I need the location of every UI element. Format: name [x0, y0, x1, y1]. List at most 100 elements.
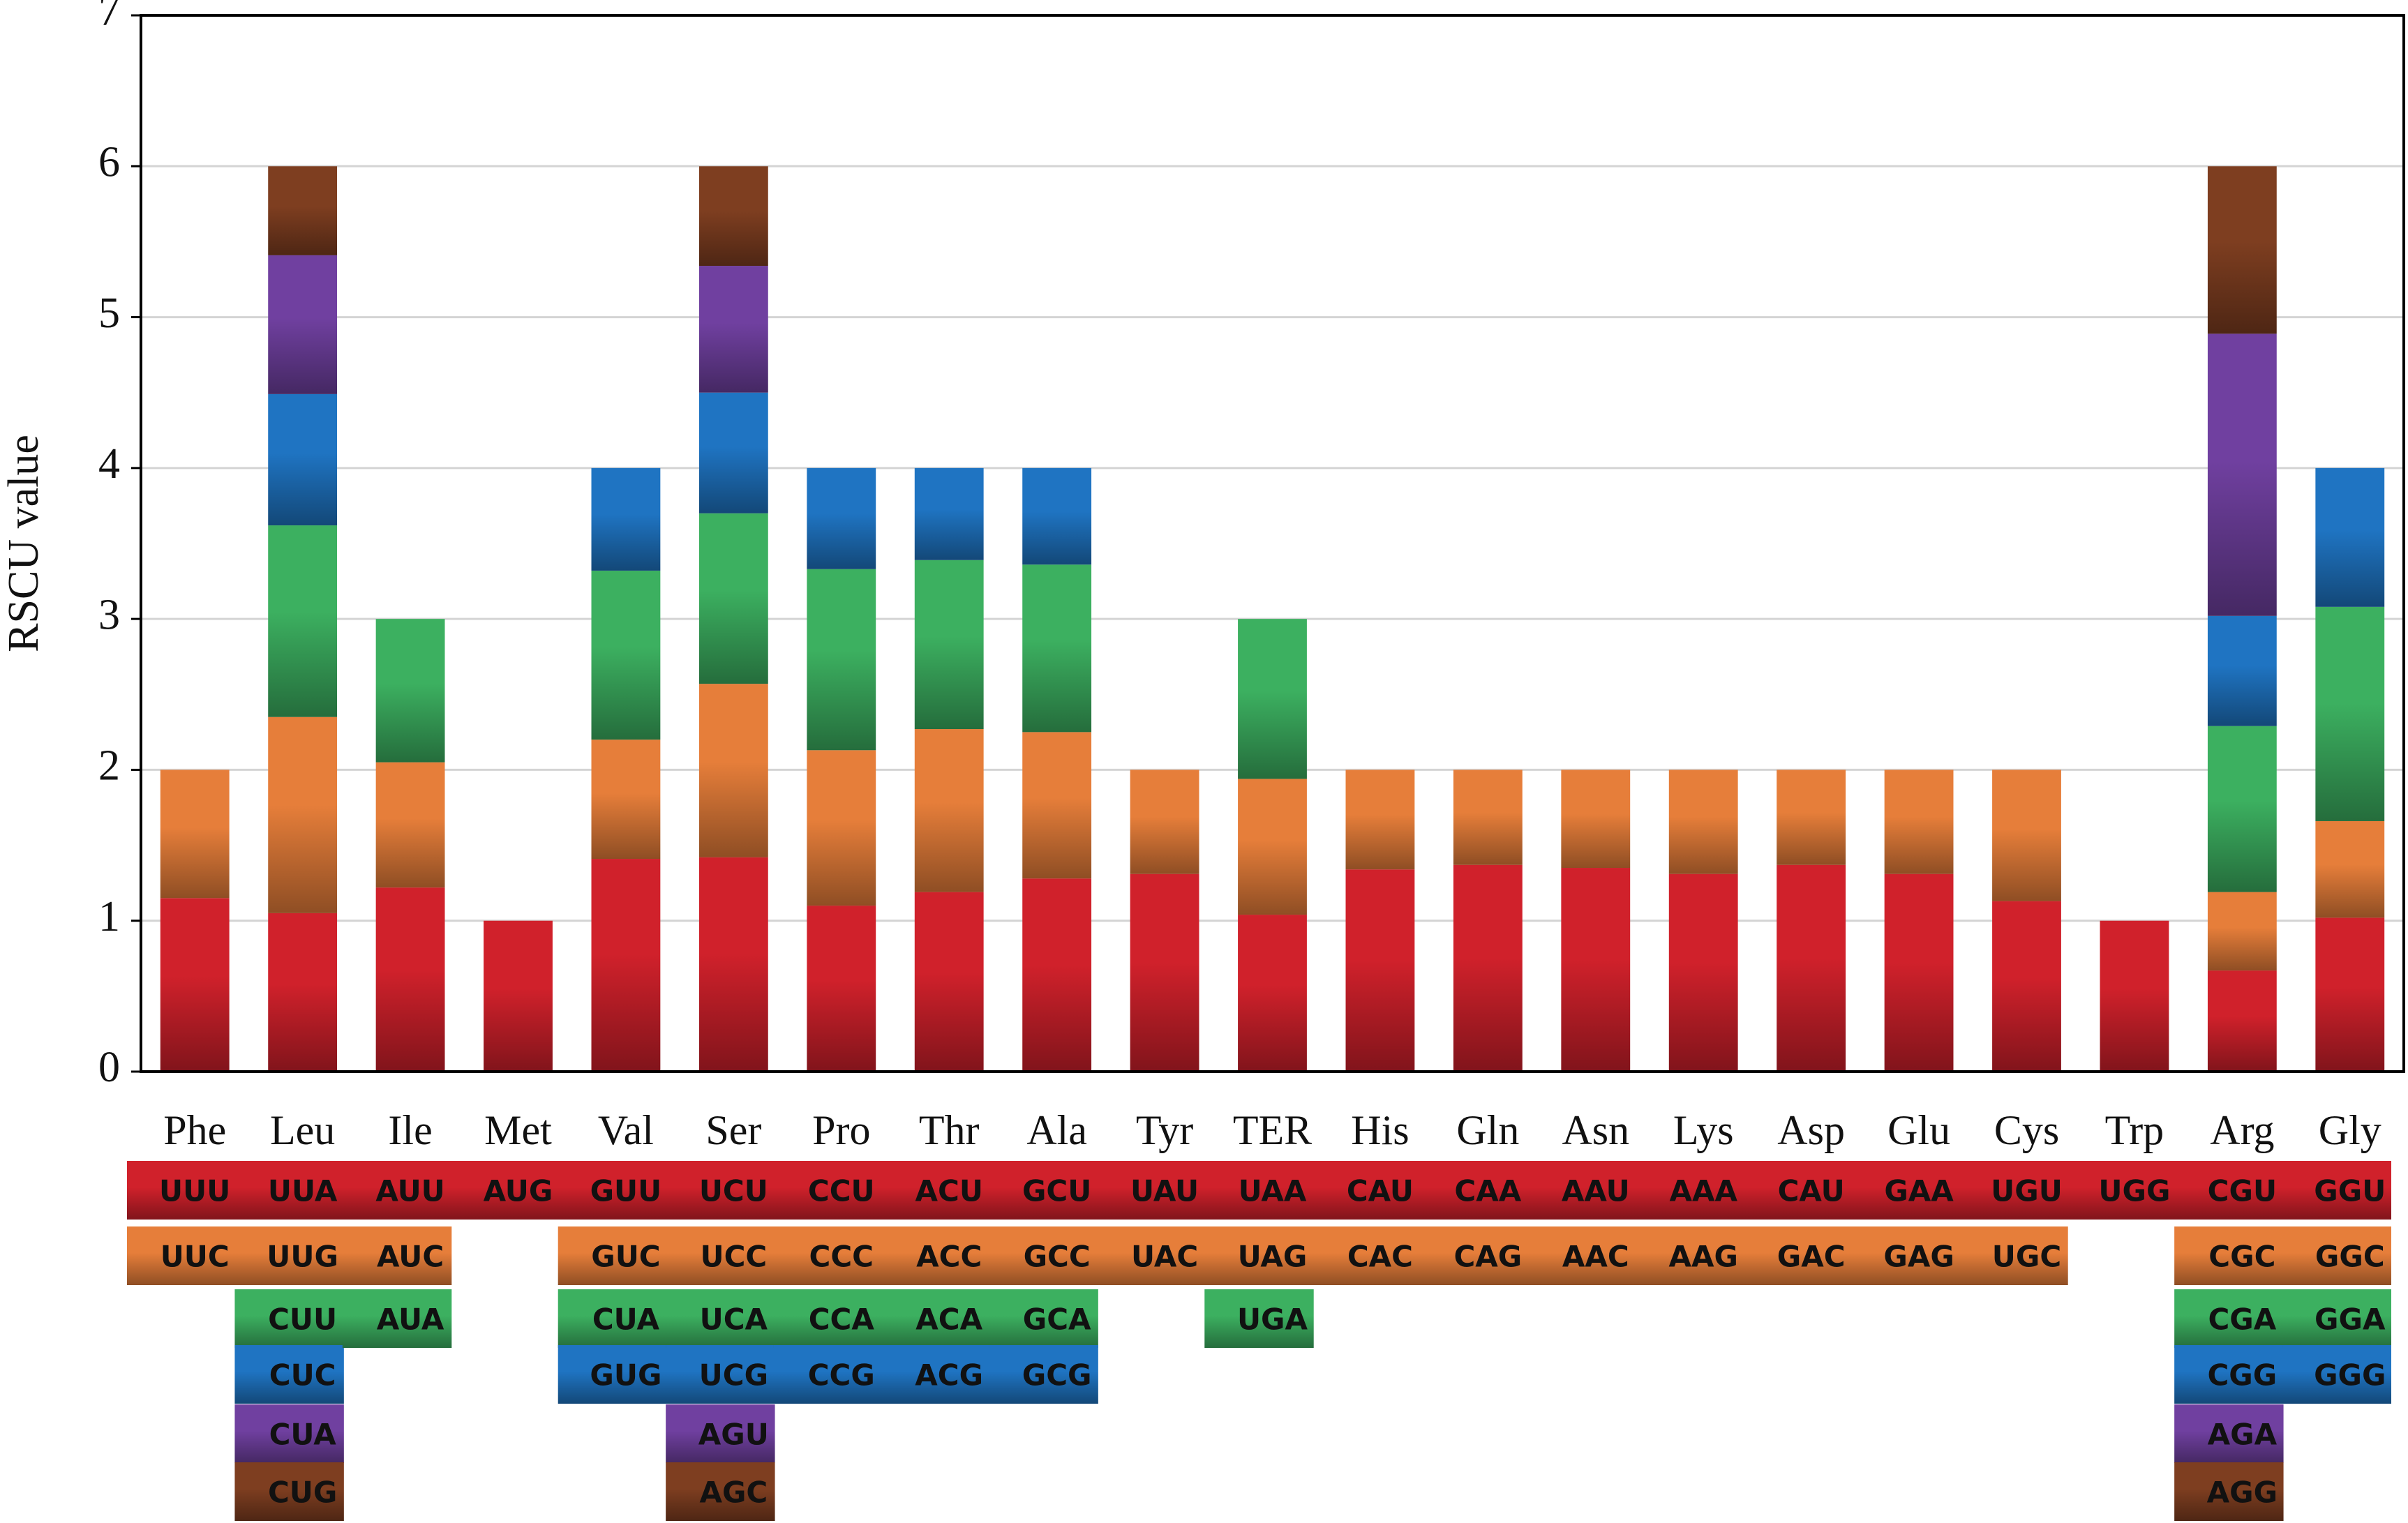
codon-cell — [558, 1289, 668, 1348]
codon-label: UAG — [1238, 1240, 1308, 1274]
codon-label: CUG — [268, 1476, 337, 1510]
codon-label: GAG — [1883, 1240, 1954, 1274]
codon-label: CCU — [808, 1174, 875, 1208]
codon-cell — [666, 1462, 775, 1521]
codon-label: AAG — [1668, 1240, 1737, 1274]
codon-cell — [2282, 1226, 2391, 1285]
codon-cell — [666, 1226, 775, 1285]
x-tick-label: Leu — [270, 1107, 335, 1153]
codon-label: UUU — [159, 1174, 230, 1208]
codon-label: GCG — [1022, 1358, 1092, 1393]
codon-cell — [1959, 1161, 2068, 1220]
codon-cell — [234, 1345, 344, 1404]
codon-label: AUU — [375, 1174, 444, 1208]
codon-cell — [2174, 1161, 2284, 1220]
x-tick-label: Ile — [388, 1107, 432, 1153]
bar-segment — [2315, 820, 2385, 918]
codon-label: GCA — [1023, 1303, 1091, 1337]
y-tick-label: 0 — [98, 1044, 120, 1091]
codon-label: CAA — [1454, 1174, 1521, 1208]
codon-cell — [666, 1161, 775, 1220]
y-axis-label: RSCU value — [0, 435, 47, 652]
x-tick-label: TER — [1233, 1107, 1312, 1153]
codon-label: GGC — [2315, 1240, 2385, 1274]
codon-cell — [1204, 1289, 1314, 1348]
codon-cell — [234, 1404, 344, 1463]
codon-cell — [1312, 1226, 1422, 1285]
codon-label: CCG — [808, 1358, 875, 1393]
bar-segment — [914, 467, 984, 560]
codon-label: CAG — [1453, 1240, 1522, 1274]
codon-label: AGU — [698, 1418, 769, 1452]
codon-label: CUA — [269, 1418, 337, 1452]
bar-segment — [807, 569, 876, 751]
codon-label: UGG — [2098, 1174, 2170, 1208]
codon-label: AGG — [2207, 1476, 2278, 1510]
codon-cell — [881, 1161, 991, 1220]
x-tick-label: Val — [598, 1107, 654, 1153]
bar-segment — [268, 717, 338, 913]
bar-segment — [591, 740, 661, 860]
bar-segment — [2315, 917, 2385, 1072]
bar-segment — [375, 619, 445, 763]
codon-cell — [2174, 1462, 2284, 1521]
codon-cell — [558, 1226, 668, 1285]
codon-cell — [989, 1345, 1098, 1404]
bar-segment — [375, 887, 445, 1072]
codon-cell — [1959, 1226, 2068, 1285]
bar-segment — [484, 920, 553, 1072]
codon-cell — [666, 1345, 775, 1404]
codon-label: AAC — [1562, 1240, 1629, 1274]
codon-label: AGC — [699, 1476, 768, 1510]
codon-cell — [1096, 1161, 1206, 1220]
bar-segment — [268, 525, 338, 717]
codon-cell — [234, 1289, 344, 1348]
bar-segment — [2207, 333, 2277, 616]
bar-segment — [1884, 770, 1954, 874]
bar-segment — [1992, 901, 2061, 1072]
x-tick-label: Ala — [1026, 1107, 1087, 1153]
y-tick-label: 5 — [98, 290, 120, 337]
x-tick-label: Thr — [919, 1107, 980, 1153]
bar-segment — [160, 898, 230, 1072]
codon-cell — [2282, 1289, 2391, 1348]
codon-cell — [1743, 1161, 1853, 1220]
codon-label: GCC — [1024, 1240, 1091, 1274]
x-tick-label: Pro — [812, 1107, 870, 1153]
codon-label: UCA — [700, 1303, 768, 1337]
x-tick-label: Asn — [1562, 1107, 1629, 1153]
bar-segment — [1453, 864, 1523, 1072]
codon-cell — [2174, 1226, 2284, 1285]
codon-label: UGC — [1992, 1240, 2061, 1274]
bar-segment — [698, 166, 768, 267]
bar-segment — [1453, 770, 1523, 865]
y-tick-label: 7 — [98, 0, 120, 35]
plot-frame — [140, 14, 2405, 1073]
x-tick-label: Asp — [1777, 1107, 1845, 1153]
bar-segment — [2100, 920, 2169, 1072]
bar-segment — [698, 857, 768, 1072]
bar-segment — [1238, 619, 1307, 779]
codon-cell — [1420, 1226, 1530, 1285]
codon-label: UUG — [267, 1240, 338, 1274]
bar-segment — [1561, 770, 1631, 869]
bar-segment — [698, 513, 768, 684]
bar-segment — [2207, 892, 2277, 971]
codon-label: GGA — [2314, 1303, 2386, 1337]
bar-segment — [268, 255, 338, 394]
codon-label: CGA — [2208, 1303, 2276, 1337]
codon-cell — [881, 1345, 991, 1404]
codon-label: UAU — [1130, 1174, 1199, 1208]
x-tick-label: His — [1351, 1107, 1409, 1153]
codon-label: GAC — [1777, 1240, 1846, 1274]
codon-label: UUA — [268, 1174, 338, 1208]
bar-segment — [807, 906, 876, 1072]
codon-label: CAC — [1347, 1240, 1413, 1274]
codon-label: CAU — [1347, 1174, 1414, 1208]
bar-segment — [1130, 873, 1199, 1072]
codon-cell — [989, 1226, 1098, 1285]
bar-segment — [2207, 970, 2277, 1072]
codon-cell — [989, 1161, 1098, 1220]
codon-label: UCC — [700, 1240, 767, 1274]
bar-segment — [698, 684, 768, 857]
